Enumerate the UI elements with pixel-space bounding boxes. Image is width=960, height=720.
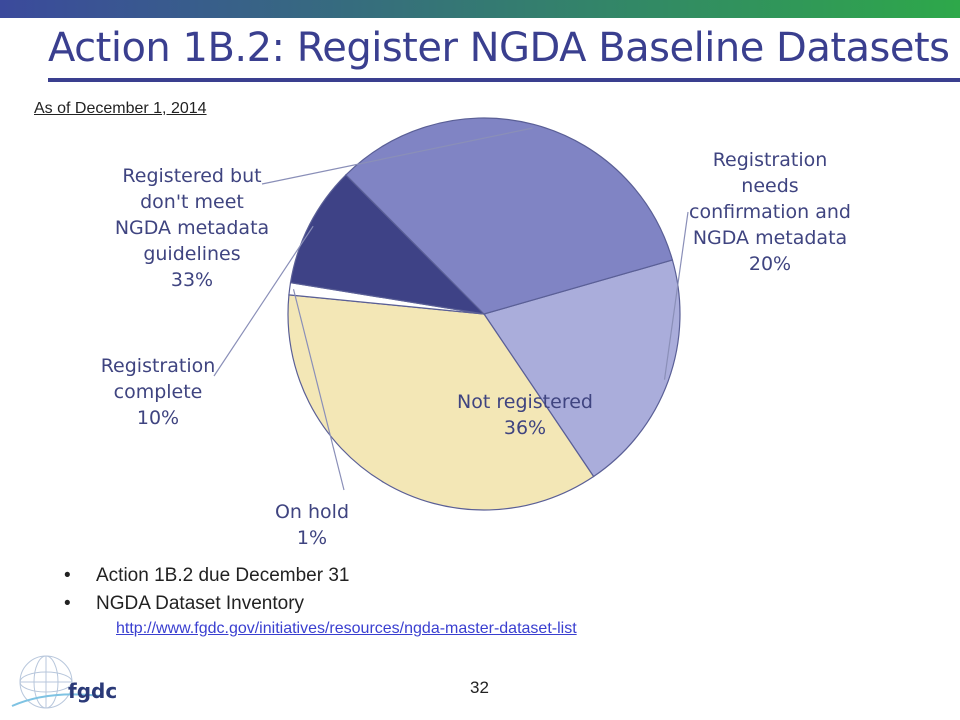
header-gradient-band [0, 0, 960, 18]
leader-line [213, 225, 314, 377]
bullet-item: Action 1B.2 due December 31 [60, 562, 350, 590]
bullet-list: Action 1B.2 due December 31 NGDA Dataset… [60, 562, 350, 618]
pie-slice-label: On hold 1% [275, 501, 349, 549]
logo-wordmark: fgdc [68, 679, 117, 703]
globe-icon [19, 655, 73, 709]
pie-chart: Registration needs confirmation and NGDA me… [101, 117, 851, 549]
pie-slice-registered-but-don-t-meet-ngda-metadata-guidelines [345, 117, 674, 315]
leader-line [292, 289, 345, 491]
pie-slice-label: Registration needs confirmation and NGDA me… [689, 149, 851, 275]
pie-slice-registration-complete [289, 174, 486, 315]
page-number: 32 [470, 678, 489, 697]
fgdc-logo: fgdc [11, 655, 117, 709]
pie-slice-label: Registered but don't meet NGDA metadata gui… [115, 165, 269, 291]
slide-title: Action 1B.2: Register NGDA Baseline Data… [48, 25, 950, 71]
pie-slice-label: Not registered 36% [457, 391, 593, 439]
pie-slice-label: Registration complete 10% [101, 355, 216, 429]
bullet-item: NGDA Dataset Inventory [60, 590, 350, 618]
pie-slice-not-registered [287, 294, 595, 511]
title-underline [48, 78, 960, 82]
as-of-date: As of December 1, 2014 [34, 100, 207, 117]
ngda-inventory-link[interactable]: http://www.fgdc.gov/initiatives/resource… [116, 620, 577, 637]
leader-line [261, 127, 533, 185]
leader-line [663, 211, 689, 380]
pie-slices [287, 117, 681, 511]
